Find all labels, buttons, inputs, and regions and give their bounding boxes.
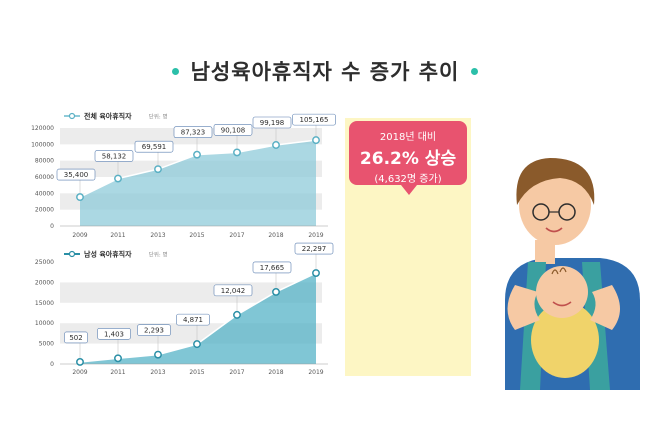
total-y-tick-label: 100000 (31, 141, 54, 148)
total-x-tick-label: 2018 (268, 232, 283, 239)
title-dot-right (471, 67, 479, 75)
father-smile-icon (545, 227, 563, 233)
male-data-point (114, 354, 122, 363)
father-hair-icon (516, 158, 595, 205)
total-data-label: 99,198 (260, 119, 285, 127)
callout-comparison-label: 2018년 대비 (379, 132, 437, 143)
male-data-label-box (176, 313, 210, 326)
male-legend-label: 남성 육아휴직자 (84, 250, 132, 259)
total-data-label-box (213, 124, 253, 136)
male-y-tick-label: 20000 (35, 279, 54, 286)
total-unit-label: 단위: 명 (149, 113, 168, 121)
baby-head-icon (536, 266, 588, 318)
total-x-tick-label: 2011 (110, 232, 125, 239)
total-y-tick-label: 20000 (35, 207, 54, 214)
male-x-tick-label: 2019 (308, 369, 323, 376)
male-data-label: 17,665 (260, 264, 285, 272)
total-data-label: 58,132 (102, 153, 127, 161)
male-x-tick-label: 2015 (189, 369, 204, 376)
total-data-label: 87,323 (181, 129, 206, 137)
male-grid-band (60, 282, 322, 303)
male-data-point (193, 340, 201, 349)
father-neck-icon (535, 240, 555, 264)
male-y-tick-label: 5000 (39, 341, 54, 348)
total-x-tick-label: 2013 (150, 232, 165, 239)
title-text: 남성육아휴직자 수 증가 추이 (190, 60, 460, 84)
total-data-point (154, 165, 162, 174)
total-data-label-box (292, 113, 336, 126)
baby-body-icon (531, 302, 599, 378)
total-x-tick-label: 2015 (189, 232, 204, 239)
total-data-point (233, 148, 241, 157)
total-x-tick-label: 2009 (72, 232, 87, 239)
male-data-label: 502 (69, 334, 82, 342)
male-series-area (80, 273, 316, 364)
male-data-label: 2,293 (144, 327, 164, 335)
total-data-label: 35,400 (64, 171, 89, 179)
total-y-tick-label: 0 (50, 223, 54, 230)
male-x-tick-label: 2018 (268, 369, 283, 376)
total-y-tick-label: 40000 (35, 190, 54, 197)
total-data-point (193, 150, 201, 159)
male-data-label: 12,042 (221, 287, 246, 295)
male-data-label-box (294, 242, 334, 255)
male-legend-marker (68, 250, 76, 258)
male-data-point (76, 358, 84, 366)
male-data-label-box (137, 324, 171, 336)
total-data-label-box (173, 126, 213, 138)
father-face-icon (519, 165, 591, 245)
total-data-label-box (252, 116, 292, 129)
total-legend-marker (68, 112, 76, 120)
male-data-label-box (252, 261, 292, 274)
title-dot-left (171, 67, 179, 75)
baby-smile-icon (552, 301, 572, 307)
father-arm-right-icon (590, 285, 620, 330)
total-data-label-box (134, 140, 174, 153)
callout-bubble: 2018년 대비 26.2% 상승 (4,632명 증가) (349, 121, 467, 195)
male-y-tick-label: 15000 (35, 300, 54, 307)
male-data-point (272, 287, 280, 296)
total-y-tick-label: 120000 (31, 125, 54, 132)
male-data-label: 1,403 (104, 330, 124, 338)
callout-percent-increase: 26.2% 상승 (359, 149, 457, 169)
main-title: 남성육아휴직자 수 증가 추이 (0, 56, 650, 88)
male-data-label: 4,871 (183, 316, 203, 324)
male-data-label-box (97, 327, 131, 340)
callout-count-increase: (4,632명 증가) (374, 174, 442, 185)
baby-hair-icon (551, 267, 567, 275)
male-y-tick-label: 0 (50, 361, 54, 368)
male-data-label-box (64, 331, 88, 344)
male-x-tick-label: 2011 (110, 369, 125, 376)
total-data-label-box (94, 150, 134, 162)
father-baby-illustration (505, 158, 640, 390)
total-data-label-box (56, 168, 96, 181)
male-data-point (233, 310, 241, 319)
male-unit-label: 단위: 명 (149, 251, 168, 259)
male-x-tick-label: 2009 (72, 369, 87, 376)
total-data-point (114, 174, 122, 183)
total-legend-label: 전체 육아휴직자 (84, 112, 132, 121)
total-data-point (76, 193, 84, 202)
total-y-tick-label: 60000 (35, 174, 54, 181)
total-data-label: 69,591 (142, 143, 167, 151)
male-x-tick-label: 2013 (150, 369, 165, 376)
total-data-point (272, 141, 280, 149)
male-data-point (312, 269, 320, 277)
male-y-tick-label: 25000 (35, 259, 54, 266)
total-data-point (312, 136, 320, 145)
total-series-area (80, 140, 316, 226)
male-y-tick-label: 10000 (35, 320, 54, 327)
male-data-point (154, 350, 162, 359)
total-x-tick-label: 2017 (229, 232, 244, 239)
total-data-label: 105,165 (300, 116, 329, 124)
total-x-tick-label: 2019 (308, 232, 323, 239)
father-arm-left-icon (507, 285, 540, 330)
male-x-tick-label: 2017 (229, 369, 244, 376)
total-data-label: 90,108 (221, 126, 246, 134)
male-data-label-box (213, 284, 253, 297)
male-data-label: 22,297 (302, 245, 327, 253)
total-y-tick-label: 80000 (35, 158, 54, 165)
